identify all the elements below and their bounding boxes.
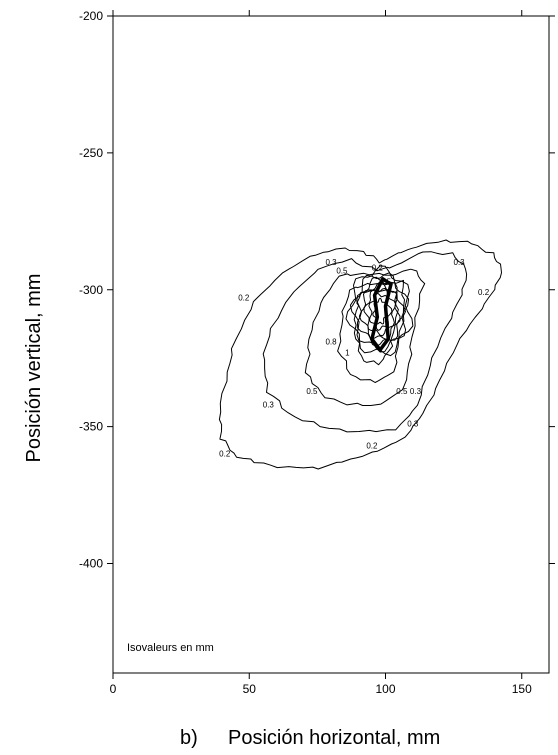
y-tick-label--200: -200: [79, 9, 103, 23]
y-tick-label--400: -400: [79, 557, 103, 571]
plot-frame: [112, 15, 550, 674]
y-tick-label--250: -250: [79, 146, 103, 160]
contour-label-9: 0.3: [407, 420, 419, 429]
contour-line-0-5: [304, 268, 426, 406]
contour-label-2: 0.2: [366, 442, 378, 451]
contour-label-7: 0.3: [454, 258, 466, 267]
contour-label-15: 1: [345, 348, 350, 357]
isovalue-note: Isovaleurs en mm: [127, 642, 214, 654]
contour-labels: 0.20.20.20.20.20.30.30.30.30.30.50.50.50…: [219, 258, 490, 459]
x-tick-label-50: 50: [243, 682, 257, 696]
inner-contour: [345, 265, 414, 357]
x-tick-label-0: 0: [110, 682, 117, 696]
contour-label-14: 0.8: [325, 338, 337, 347]
contour-label-8: 0.3: [410, 387, 422, 396]
x-tick-label-150: 150: [512, 682, 532, 696]
contour-label-12: 0.5: [380, 277, 392, 286]
contour-label-3: 0.2: [478, 288, 490, 297]
inner-contour: [349, 272, 410, 353]
peak-contour: [370, 277, 393, 352]
x-tick-label-100: 100: [375, 682, 395, 696]
contour-line-0-3: [262, 251, 468, 433]
contour-label-11: 0.5: [306, 387, 318, 396]
contour-label-13: 0.5: [396, 387, 408, 396]
x-axis-title: Posición horizontal, mm: [228, 727, 440, 749]
contour-label-5: 0.3: [325, 258, 337, 267]
figure-panel-label: b): [180, 727, 198, 749]
contour-lines: [218, 239, 502, 470]
contour-label-0: 0.2: [238, 294, 250, 303]
contour-label-10: 0.5: [336, 266, 348, 275]
inner-contour: [372, 297, 388, 325]
tick-labels: 0 50 100 150 -200 -250 -300 -350 -400: [79, 9, 532, 696]
contour-label-1: 0.2: [219, 450, 231, 459]
contour-line-0-2: [218, 239, 502, 470]
contour-label-4: 0.2: [372, 264, 384, 273]
y-axis-title: Posición vertical, mm: [23, 274, 45, 463]
inner-contour: [368, 293, 393, 331]
y-tick-label--350: -350: [79, 420, 103, 434]
contour-label-6: 0.3: [263, 400, 275, 409]
contour-line-0-8: [337, 279, 405, 383]
axis-ticks: [107, 10, 555, 679]
y-tick-label--300: -300: [79, 283, 103, 297]
dense-core-contours: [345, 265, 414, 357]
